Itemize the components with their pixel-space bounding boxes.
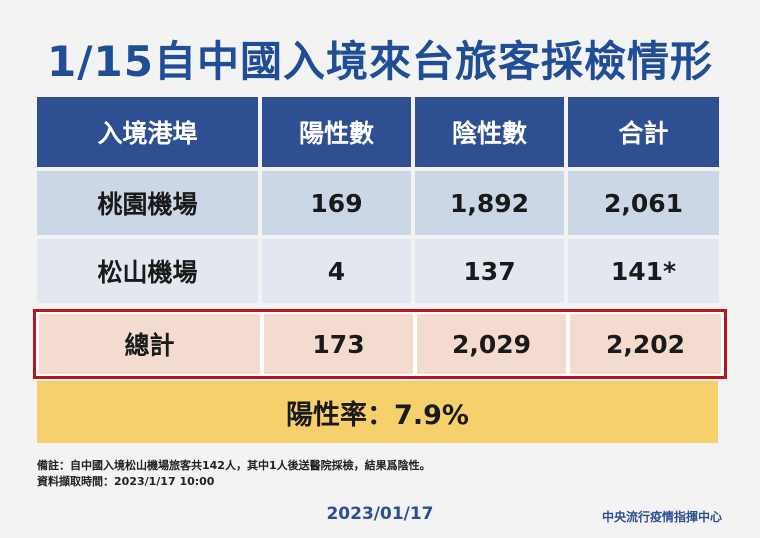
total-label: 總計 xyxy=(39,314,260,374)
header-port: 入境港埠 xyxy=(37,97,258,167)
row-total: 141* xyxy=(568,239,719,303)
positive-rate-banner: 陽性率：7.9% xyxy=(37,381,718,443)
total-positive: 173 xyxy=(264,314,413,374)
table-row: 桃園機場 169 1,892 2,061 xyxy=(37,171,723,235)
page-title: 1/15自中國入境來台旅客採檢情形 xyxy=(46,37,713,86)
organization-name: 中央流行疫情指揮中心 xyxy=(601,510,722,524)
data-time-note: 資料擷取時間：2023/1/17 10:00 xyxy=(37,475,215,488)
total-row: 總計 173 2,029 2,202 xyxy=(39,314,721,374)
table-row: 松山機場 4 137 141* xyxy=(37,239,723,303)
publish-date: 2023/01/17 xyxy=(326,504,434,524)
remark-note: 備註：自中國入境松山機場旅客共142人，其中1人後送醫院採檢，結果爲陰性。 xyxy=(37,459,431,472)
total-sum: 2,202 xyxy=(570,314,721,374)
header-negative: 陰性數 xyxy=(415,97,564,167)
testing-table: 入境港埠 陽性數 陰性數 合計 桃園機場 169 1,892 2,061 松山機… xyxy=(33,97,727,379)
row-negative: 137 xyxy=(415,239,564,303)
row-total: 2,061 xyxy=(568,171,719,235)
total-row-highlight: 總計 173 2,029 2,202 xyxy=(33,309,727,379)
row-port: 桃園機場 xyxy=(37,171,258,235)
table-header-row: 入境港埠 陽性數 陰性數 合計 xyxy=(37,97,723,167)
row-negative: 1,892 xyxy=(415,171,564,235)
header-positive: 陽性數 xyxy=(262,97,411,167)
row-positive: 169 xyxy=(262,171,411,235)
header-total: 合計 xyxy=(568,97,719,167)
row-positive: 4 xyxy=(262,239,411,303)
row-port: 松山機場 xyxy=(37,239,258,303)
total-negative: 2,029 xyxy=(417,314,566,374)
